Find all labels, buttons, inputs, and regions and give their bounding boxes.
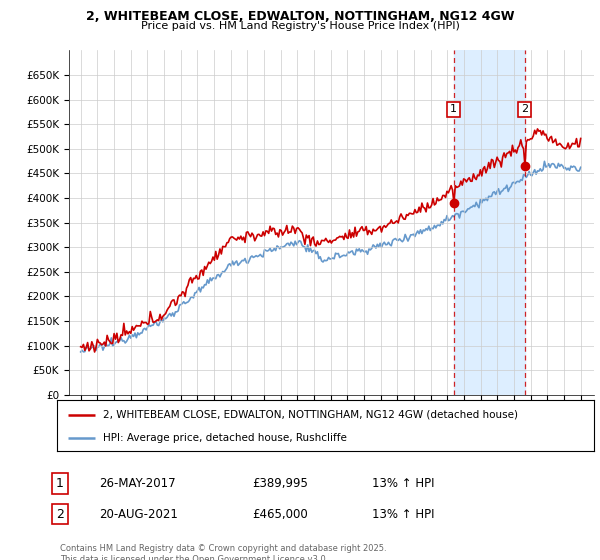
Bar <box>454 50 524 395</box>
Text: 2: 2 <box>56 507 64 521</box>
Text: £389,995: £389,995 <box>252 477 308 490</box>
Text: £465,000: £465,000 <box>252 507 308 521</box>
Text: Price paid vs. HM Land Registry's House Price Index (HPI): Price paid vs. HM Land Registry's House … <box>140 21 460 31</box>
Text: 2, WHITEBEAM CLOSE, EDWALTON, NOTTINGHAM, NG12 4GW (detached house): 2, WHITEBEAM CLOSE, EDWALTON, NOTTINGHAM… <box>103 409 518 419</box>
Text: 2, WHITEBEAM CLOSE, EDWALTON, NOTTINGHAM, NG12 4GW: 2, WHITEBEAM CLOSE, EDWALTON, NOTTINGHAM… <box>86 10 514 23</box>
Text: 26-MAY-2017: 26-MAY-2017 <box>99 477 176 490</box>
Text: 13% ↑ HPI: 13% ↑ HPI <box>372 477 434 490</box>
Text: 20-AUG-2021: 20-AUG-2021 <box>99 507 178 521</box>
Text: 1: 1 <box>56 477 64 490</box>
Text: HPI: Average price, detached house, Rushcliffe: HPI: Average price, detached house, Rush… <box>103 433 347 443</box>
Text: 2: 2 <box>521 104 528 114</box>
Text: 13% ↑ HPI: 13% ↑ HPI <box>372 507 434 521</box>
Text: Contains HM Land Registry data © Crown copyright and database right 2025.
This d: Contains HM Land Registry data © Crown c… <box>60 544 386 560</box>
Text: 1: 1 <box>450 104 457 114</box>
